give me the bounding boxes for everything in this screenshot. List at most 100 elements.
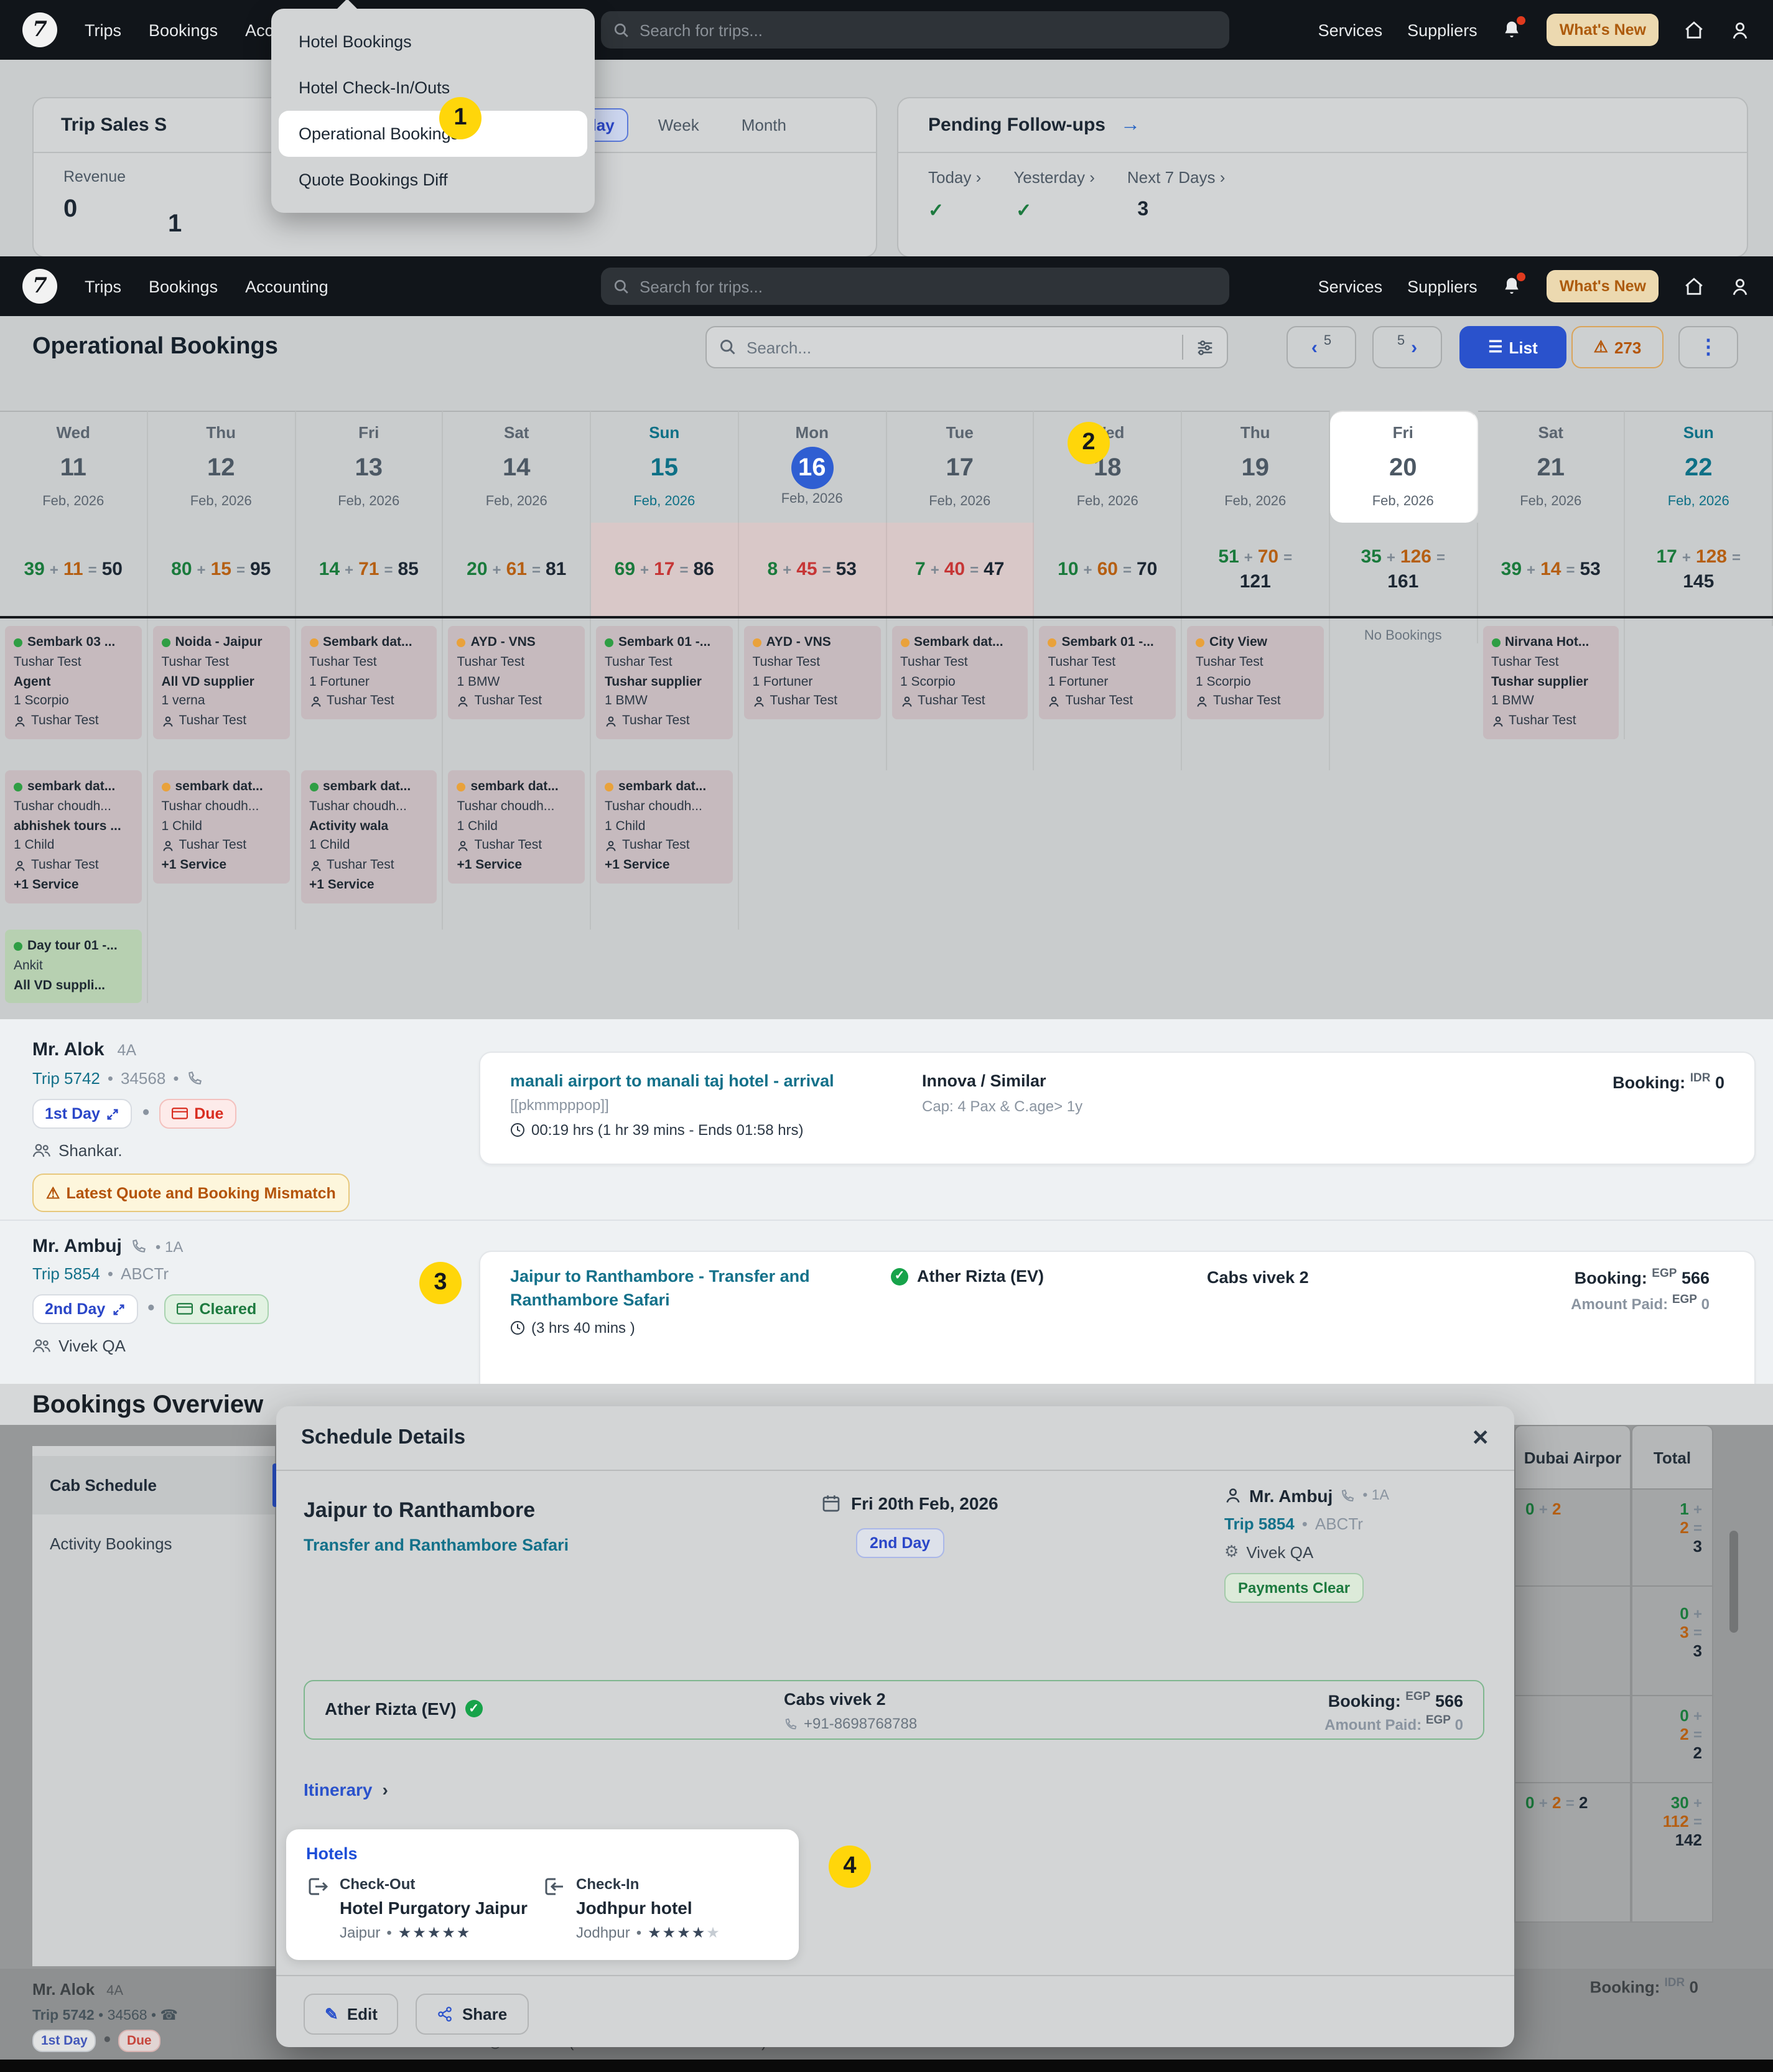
modal-supplier-phone[interactable]: +91-8698768788 (784, 1715, 917, 1732)
day-cell-tue-17[interactable]: Tue 17 Feb, 2026 (886, 411, 1035, 523)
booking-card[interactable]: sembark dat... Tushar choudh... 1 Child … (152, 770, 289, 884)
global-search-input[interactable]: Search for trips... (601, 268, 1229, 305)
calendar-cards-row: Sembark 03 ... Tushar Test Agent 1 Scorp… (0, 618, 1773, 1004)
nav-suppliers[interactable]: Suppliers (1407, 21, 1478, 39)
booking-card[interactable]: sembark dat... Tushar choudh... abhishek… (5, 770, 142, 903)
whats-new-button[interactable]: What's New (1547, 270, 1659, 302)
more-options-button[interactable]: ⋮ (1678, 326, 1738, 368)
quote-mismatch-warning[interactable]: ⚠ Latest Quote and Booking Mismatch (32, 1174, 350, 1212)
followup-link-yesterday[interactable]: Yesterday › (1013, 168, 1095, 187)
booking-card[interactable]: sembark dat... Tushar choudh... 1 Child … (596, 770, 733, 884)
brand-logo-icon[interactable]: 7 (22, 269, 57, 304)
scrollbar-thumb[interactable] (1729, 1531, 1738, 1633)
prev-days-button[interactable]: ‹ 5 (1287, 326, 1356, 368)
booking-card[interactable]: Sembark 03 ... Tushar Test Agent 1 Scorp… (5, 626, 142, 739)
payment-cleared-badge[interactable]: Cleared (164, 1294, 269, 1324)
booking-card[interactable]: sembark dat... Tushar choudh... 1 Child … (448, 770, 585, 884)
status-dot (309, 638, 318, 648)
modal-trip-link[interactable]: Trip 5854 (1224, 1514, 1295, 1533)
phone-icon[interactable] (1340, 1488, 1355, 1503)
day-cell-mon-16-today[interactable]: Mon 16 Feb, 2026 (738, 411, 886, 523)
nav-services[interactable]: Services (1318, 277, 1383, 296)
nav-suppliers[interactable]: Suppliers (1407, 277, 1478, 296)
booking-card[interactable]: AYD - VNS Tushar Test 1 BMW Tushar Test (448, 626, 585, 719)
nav-bookings[interactable]: Bookings (149, 21, 218, 39)
day-total: 20 +61 = 81 (444, 523, 591, 616)
day-cell-wed-18[interactable]: Wed 18 Feb, 2026 (1034, 411, 1182, 523)
modal-service-link[interactable]: Transfer and Ranthambore Safari (304, 1536, 569, 1554)
calendar-search-input[interactable]: Search... (705, 326, 1228, 368)
followup-link-today[interactable]: Today › (928, 168, 982, 187)
booking-card[interactable]: Sembark dat... Tushar Test 1 Fortuner Tu… (300, 626, 437, 719)
service-title-link[interactable]: Jaipur to Ranthambore - Transfer and Rant… (510, 1267, 810, 1309)
checkin-hotel-name[interactable]: Jodhpur hotel (576, 1898, 692, 1918)
agent-name: Vivek QA (58, 1337, 126, 1355)
menu-item-operational-bookings[interactable]: Operational Bookings (279, 111, 587, 157)
edit-button[interactable]: ✎ Edit (304, 1994, 399, 2035)
section-bookings-overview: Bookings Overview Cab Schedule Activity … (0, 1384, 1773, 2072)
pending-followups-arrow-icon[interactable]: → (1120, 114, 1140, 135)
day-total: 8 +45 = 53 (738, 523, 886, 616)
share-button[interactable]: Share (416, 1994, 529, 2035)
nav-accounting[interactable]: Accounting (245, 277, 328, 296)
menu-item-hotel-bookings[interactable]: Hotel Bookings (299, 32, 412, 51)
day-cell-thu-12[interactable]: Thu 12 Feb, 2026 (147, 411, 296, 523)
day-badge[interactable]: 2nd Day (32, 1294, 138, 1324)
profile-icon[interactable] (1729, 276, 1751, 297)
checkout-hotel-name[interactable]: Hotel Purgatory Jaipur (340, 1898, 528, 1918)
profile-icon[interactable] (1729, 19, 1751, 40)
nav-trips[interactable]: Trips (85, 21, 121, 39)
tab-cab-schedule[interactable]: Cab Schedule (32, 1456, 277, 1514)
tab-activity-bookings[interactable]: Activity Bookings (50, 1534, 172, 1553)
nav-bookings[interactable]: Bookings (149, 277, 218, 296)
booking-card[interactable]: AYD - VNS Tushar Test 1 Fortuner Tushar … (743, 626, 880, 719)
trip-link[interactable]: Trip 5854 (32, 1264, 100, 1283)
service-card-manali[interactable]: manali airport to manali taj hotel - arr… (479, 1052, 1756, 1165)
day-cell-wed-11[interactable]: Wed 11 Feb, 2026 (0, 411, 148, 523)
booking-card[interactable]: City View Tushar Test 1 Scorpio Tushar T… (1187, 626, 1324, 719)
day-cell-sat-14[interactable]: Sat 14 Feb, 2026 (443, 411, 591, 523)
period-tab-month[interactable]: Month (741, 116, 786, 134)
day-cell-fri-20-selected[interactable]: Fri 20 Feb, 2026 (1329, 411, 1478, 523)
day-cell-sun-15[interactable]: Sun 15 Feb, 2026 (591, 411, 739, 523)
menu-item-quote-bookings-diff[interactable]: Quote Bookings Diff (299, 170, 448, 189)
payment-due-badge[interactable]: Due (159, 1099, 236, 1129)
next-days-button[interactable]: 5 › (1372, 326, 1442, 368)
notifications-bell-icon[interactable] (1502, 272, 1526, 297)
notifications-bell-icon[interactable] (1502, 16, 1526, 40)
alerts-button[interactable]: ⚠ 273 (1571, 326, 1664, 368)
booking-card[interactable]: Sembark 01 -... Tushar Test 1 Fortuner T… (1039, 626, 1176, 719)
phone-icon[interactable] (131, 1238, 147, 1254)
modal-vehicle: Ather Rizta (EV) ✓ (325, 1699, 483, 1719)
service-card-jaipur[interactable]: Jaipur to Ranthambore - Transfer and Rant… (479, 1251, 1756, 1384)
itinerary-link[interactable]: Itinerary › (304, 1780, 388, 1799)
followup-link-next7[interactable]: Next 7 Days › (1127, 168, 1226, 187)
booking-card[interactable]: Nirvana Hot... Tushar Test Tushar suppli… (1482, 626, 1619, 739)
nav-services[interactable]: Services (1318, 21, 1383, 39)
brand-logo-icon[interactable]: 7 (22, 12, 57, 47)
whats-new-button[interactable]: What's New (1547, 14, 1659, 46)
booking-card[interactable]: sembark dat... Tushar choudh... Activity… (300, 770, 437, 903)
nav-trips[interactable]: Trips (85, 277, 121, 296)
period-tab-week[interactable]: Week (658, 116, 699, 134)
home-icon[interactable] (1683, 276, 1705, 297)
global-search-input[interactable]: Search for trips... (601, 11, 1229, 49)
day-cell-fri-13[interactable]: Fri 13 Feb, 2026 (296, 411, 444, 523)
day-cell-thu-19[interactable]: Thu 19 Feb, 2026 (1182, 411, 1330, 523)
booking-card[interactable]: Day tour 01 -... Ankit All VD suppli... (5, 930, 142, 1004)
day-badge[interactable]: 1st Day (32, 1099, 133, 1129)
booking-card[interactable]: Sembark dat... Tushar Test 1 Scorpio Tus… (891, 626, 1028, 719)
close-icon[interactable]: ✕ (1471, 1426, 1490, 1449)
booking-card[interactable]: Noida - Jaipur Tushar Test All VD suppli… (152, 626, 289, 739)
modal-supplier: Cabs vivek 2 (784, 1690, 886, 1709)
menu-item-hotel-checkinouts[interactable]: Hotel Check-In/Outs (299, 78, 450, 97)
service-title-link[interactable]: manali airport to manali taj hotel - arr… (510, 1071, 834, 1090)
phone-icon[interactable] (186, 1070, 202, 1086)
day-cell-sun-22[interactable]: Sun 22 Feb, 2026 (1625, 411, 1773, 523)
day-cell-sat-21[interactable]: Sat 21 Feb, 2026 (1478, 411, 1626, 523)
filter-sliders-icon[interactable] (1182, 335, 1214, 360)
home-icon[interactable] (1683, 19, 1705, 40)
list-view-button[interactable]: ☰ List (1459, 326, 1566, 368)
trip-link[interactable]: Trip 5742 (32, 1069, 100, 1088)
booking-card[interactable]: Sembark 01 -... Tushar Test Tushar suppl… (596, 626, 733, 739)
